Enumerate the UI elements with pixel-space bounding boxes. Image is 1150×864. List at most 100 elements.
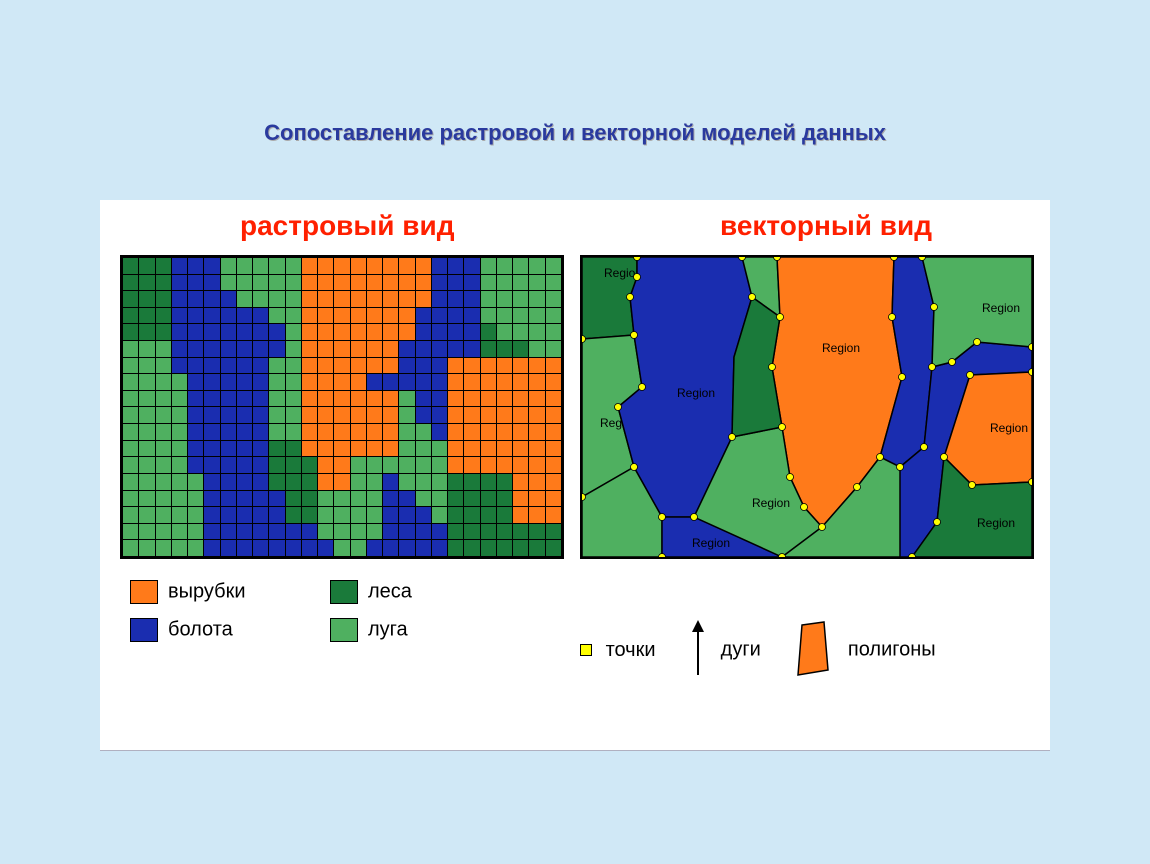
- raster-cell: [171, 390, 187, 407]
- raster-cell: [545, 407, 562, 424]
- raster-cell: [415, 374, 431, 391]
- raster-cell: [301, 424, 317, 441]
- raster-cell: [285, 374, 301, 391]
- raster-cell: [496, 457, 512, 474]
- raster-cell: [350, 274, 366, 291]
- raster-cell: [204, 390, 220, 407]
- raster-cell: [448, 540, 464, 557]
- raster-cell: [139, 357, 155, 374]
- raster-cell: [253, 490, 269, 507]
- raster-cell: [431, 324, 447, 341]
- raster-cell: [529, 490, 545, 507]
- raster-cell: [318, 490, 334, 507]
- raster-cell: [269, 473, 285, 490]
- raster-cell: [269, 341, 285, 358]
- raster-cell: [155, 523, 171, 540]
- raster-cell: [204, 457, 220, 474]
- slide-title: Сопоставление растровой и векторной моде…: [0, 0, 1150, 146]
- raster-cell: [350, 374, 366, 391]
- raster-cell: [529, 341, 545, 358]
- raster-cell: [204, 540, 220, 557]
- raster-cell: [171, 424, 187, 441]
- raster-cell: [253, 258, 269, 275]
- raster-grid: [120, 255, 564, 559]
- raster-cell: [513, 540, 529, 557]
- raster-cell: [301, 490, 317, 507]
- raster-cell: [236, 324, 252, 341]
- raster-cell: [171, 490, 187, 507]
- vector-point: [1029, 344, 1033, 351]
- raster-cell: [545, 324, 562, 341]
- raster-cell: [431, 440, 447, 457]
- raster-cell: [399, 424, 415, 441]
- raster-cell: [545, 258, 562, 275]
- raster-cell: [220, 490, 236, 507]
- vector-point: [659, 554, 666, 558]
- legend-label: луга: [368, 618, 408, 640]
- raster-cell: [253, 507, 269, 524]
- raster-cell: [480, 507, 496, 524]
- raster-cell: [285, 341, 301, 358]
- raster-cell: [334, 457, 350, 474]
- raster-cell: [253, 274, 269, 291]
- raster-cell: [188, 258, 204, 275]
- raster-cell: [464, 440, 480, 457]
- raster-cell: [139, 540, 155, 557]
- raster-cell: [529, 540, 545, 557]
- raster-cell: [366, 274, 382, 291]
- raster-cell: [545, 473, 562, 490]
- raster-cell: [236, 540, 252, 557]
- raster-cell: [139, 324, 155, 341]
- raster-cell: [301, 324, 317, 341]
- raster-cell: [285, 274, 301, 291]
- raster-cell: [464, 507, 480, 524]
- raster-cell: [513, 274, 529, 291]
- raster-cell: [253, 324, 269, 341]
- raster-cell: [171, 291, 187, 308]
- raster-cell: [236, 490, 252, 507]
- raster-cell: [415, 473, 431, 490]
- raster-cell: [220, 374, 236, 391]
- raster-cell: [464, 390, 480, 407]
- raster-cell: [204, 440, 220, 457]
- raster-cell: [448, 357, 464, 374]
- raster-cell: [350, 473, 366, 490]
- raster-cell: [350, 457, 366, 474]
- raster-cell: [448, 390, 464, 407]
- raster-cell: [383, 407, 399, 424]
- vector-point: [1029, 479, 1033, 486]
- vector-point: [634, 274, 641, 281]
- raster-cell: [545, 390, 562, 407]
- raster-cell: [123, 523, 139, 540]
- raster-cell: [545, 307, 562, 324]
- raster-cell: [448, 457, 464, 474]
- raster-cell: [285, 307, 301, 324]
- polygon-icon: [794, 620, 834, 680]
- raster-cell: [171, 374, 187, 391]
- raster-cell: [188, 374, 204, 391]
- raster-cell: [496, 424, 512, 441]
- region-label: Region: [990, 421, 1028, 435]
- raster-cell: [529, 407, 545, 424]
- raster-cell: [464, 374, 480, 391]
- raster-cell: [204, 258, 220, 275]
- vector-point: [969, 482, 976, 489]
- raster-cell: [123, 258, 139, 275]
- raster-cell: [448, 291, 464, 308]
- raster-cell: [155, 457, 171, 474]
- raster-cell: [366, 390, 382, 407]
- raster-cell: [334, 291, 350, 308]
- raster-cell: [188, 424, 204, 441]
- raster-cell: [301, 374, 317, 391]
- raster-cell: [334, 490, 350, 507]
- raster-cell: [366, 357, 382, 374]
- raster-cell: [545, 540, 562, 557]
- raster-cell: [188, 457, 204, 474]
- vector-point: [854, 484, 861, 491]
- raster-cell: [513, 407, 529, 424]
- raster-cell: [155, 490, 171, 507]
- raster-cell: [350, 440, 366, 457]
- raster-cell: [285, 473, 301, 490]
- legend-item: вырубки: [130, 580, 330, 604]
- raster-cell: [415, 324, 431, 341]
